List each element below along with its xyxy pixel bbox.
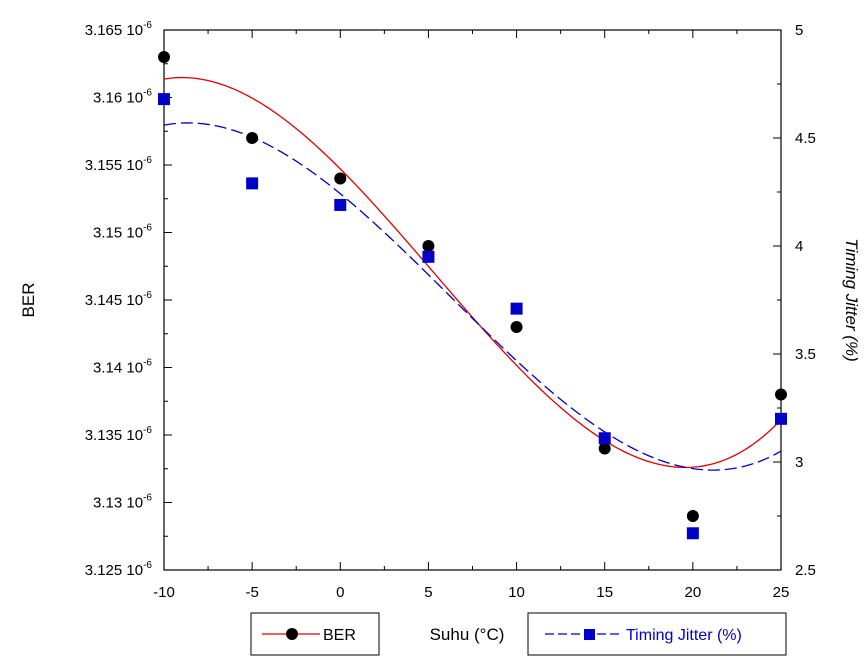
jitter-point — [510, 302, 523, 315]
jitter-point — [158, 93, 170, 106]
y-tick-label: 3.125 10-6 — [85, 560, 153, 579]
x-tick-label: -10 — [153, 584, 175, 601]
legend-ber-label: BER — [323, 627, 356, 644]
data-markers — [158, 51, 787, 540]
y-tick-label: 3.16 10-6 — [93, 88, 152, 107]
y2-axis-title: Timing Jitter (%) — [842, 238, 861, 362]
ber-point — [510, 321, 523, 333]
y-tick-label: 3.155 10-6 — [85, 155, 153, 174]
y-tick-label: 3.165 10-6 — [85, 20, 153, 39]
x-tick-label: 25 — [773, 584, 790, 601]
y-tick-label: 3.15 10-6 — [93, 223, 152, 242]
legend: BER Suhu (°C) Timing Jitter (%) — [250, 612, 787, 656]
y-tick-label: 3.145 10-6 — [85, 290, 153, 309]
x-tick-label: 15 — [596, 584, 613, 601]
jitter-point — [422, 250, 435, 263]
left-axis-ticks: 3.165 10-6 3.16 10-6 3.155 10-6 3.15 10-6 3.… — [85, 20, 172, 579]
jitter-point — [334, 198, 347, 211]
x-tick-label: 5 — [424, 584, 432, 601]
x-tick-label: 20 — [685, 584, 702, 601]
ber-point — [246, 132, 259, 144]
y2-tick-label: 5 — [795, 22, 803, 39]
y-tick-label: 3.13 10-6 — [93, 493, 152, 512]
x-tick-label: -5 — [245, 584, 258, 601]
x-axis-title: Suhu (°C) — [430, 625, 505, 644]
y2-tick-label: 3.5 — [795, 346, 816, 363]
y2-tick-label: 3 — [795, 454, 803, 471]
x-axis-ticks: -10 -5 0 5 10 15 20 25 — [153, 30, 789, 601]
y2-tick-label: 4.5 — [795, 130, 816, 147]
right-axis-ticks: 2.5 3 3.5 4 4.5 5 — [773, 22, 816, 579]
jitter-point — [686, 527, 699, 540]
ber-point — [686, 510, 699, 522]
x-tick-label: 0 — [336, 584, 344, 601]
ber-point — [775, 388, 787, 401]
jitter-point — [246, 177, 259, 190]
ber-point — [422, 240, 435, 252]
plot-area — [163, 29, 782, 571]
jitter-point — [598, 432, 611, 445]
legend-jitter-marker — [584, 629, 595, 640]
y2-tick-label: 4 — [795, 238, 803, 255]
y-tick-label: 3.14 10-6 — [93, 358, 152, 377]
jitter-point — [775, 412, 787, 425]
ber-fit-curve — [163, 76, 782, 469]
y2-tick-label: 2.5 — [795, 562, 816, 579]
ber-point — [158, 51, 170, 63]
legend-ber-marker — [286, 628, 298, 640]
y-axis-title: BER — [19, 283, 38, 318]
ber-point — [598, 442, 611, 455]
y-tick-label: 3.135 10-6 — [85, 425, 153, 444]
fit-curves — [163, 76, 782, 471]
ber-point — [334, 172, 347, 185]
x-tick-label: 10 — [508, 584, 525, 601]
jitter-fit-curve — [163, 122, 782, 471]
legend-jitter-label: Timing Jitter (%) — [626, 627, 742, 644]
